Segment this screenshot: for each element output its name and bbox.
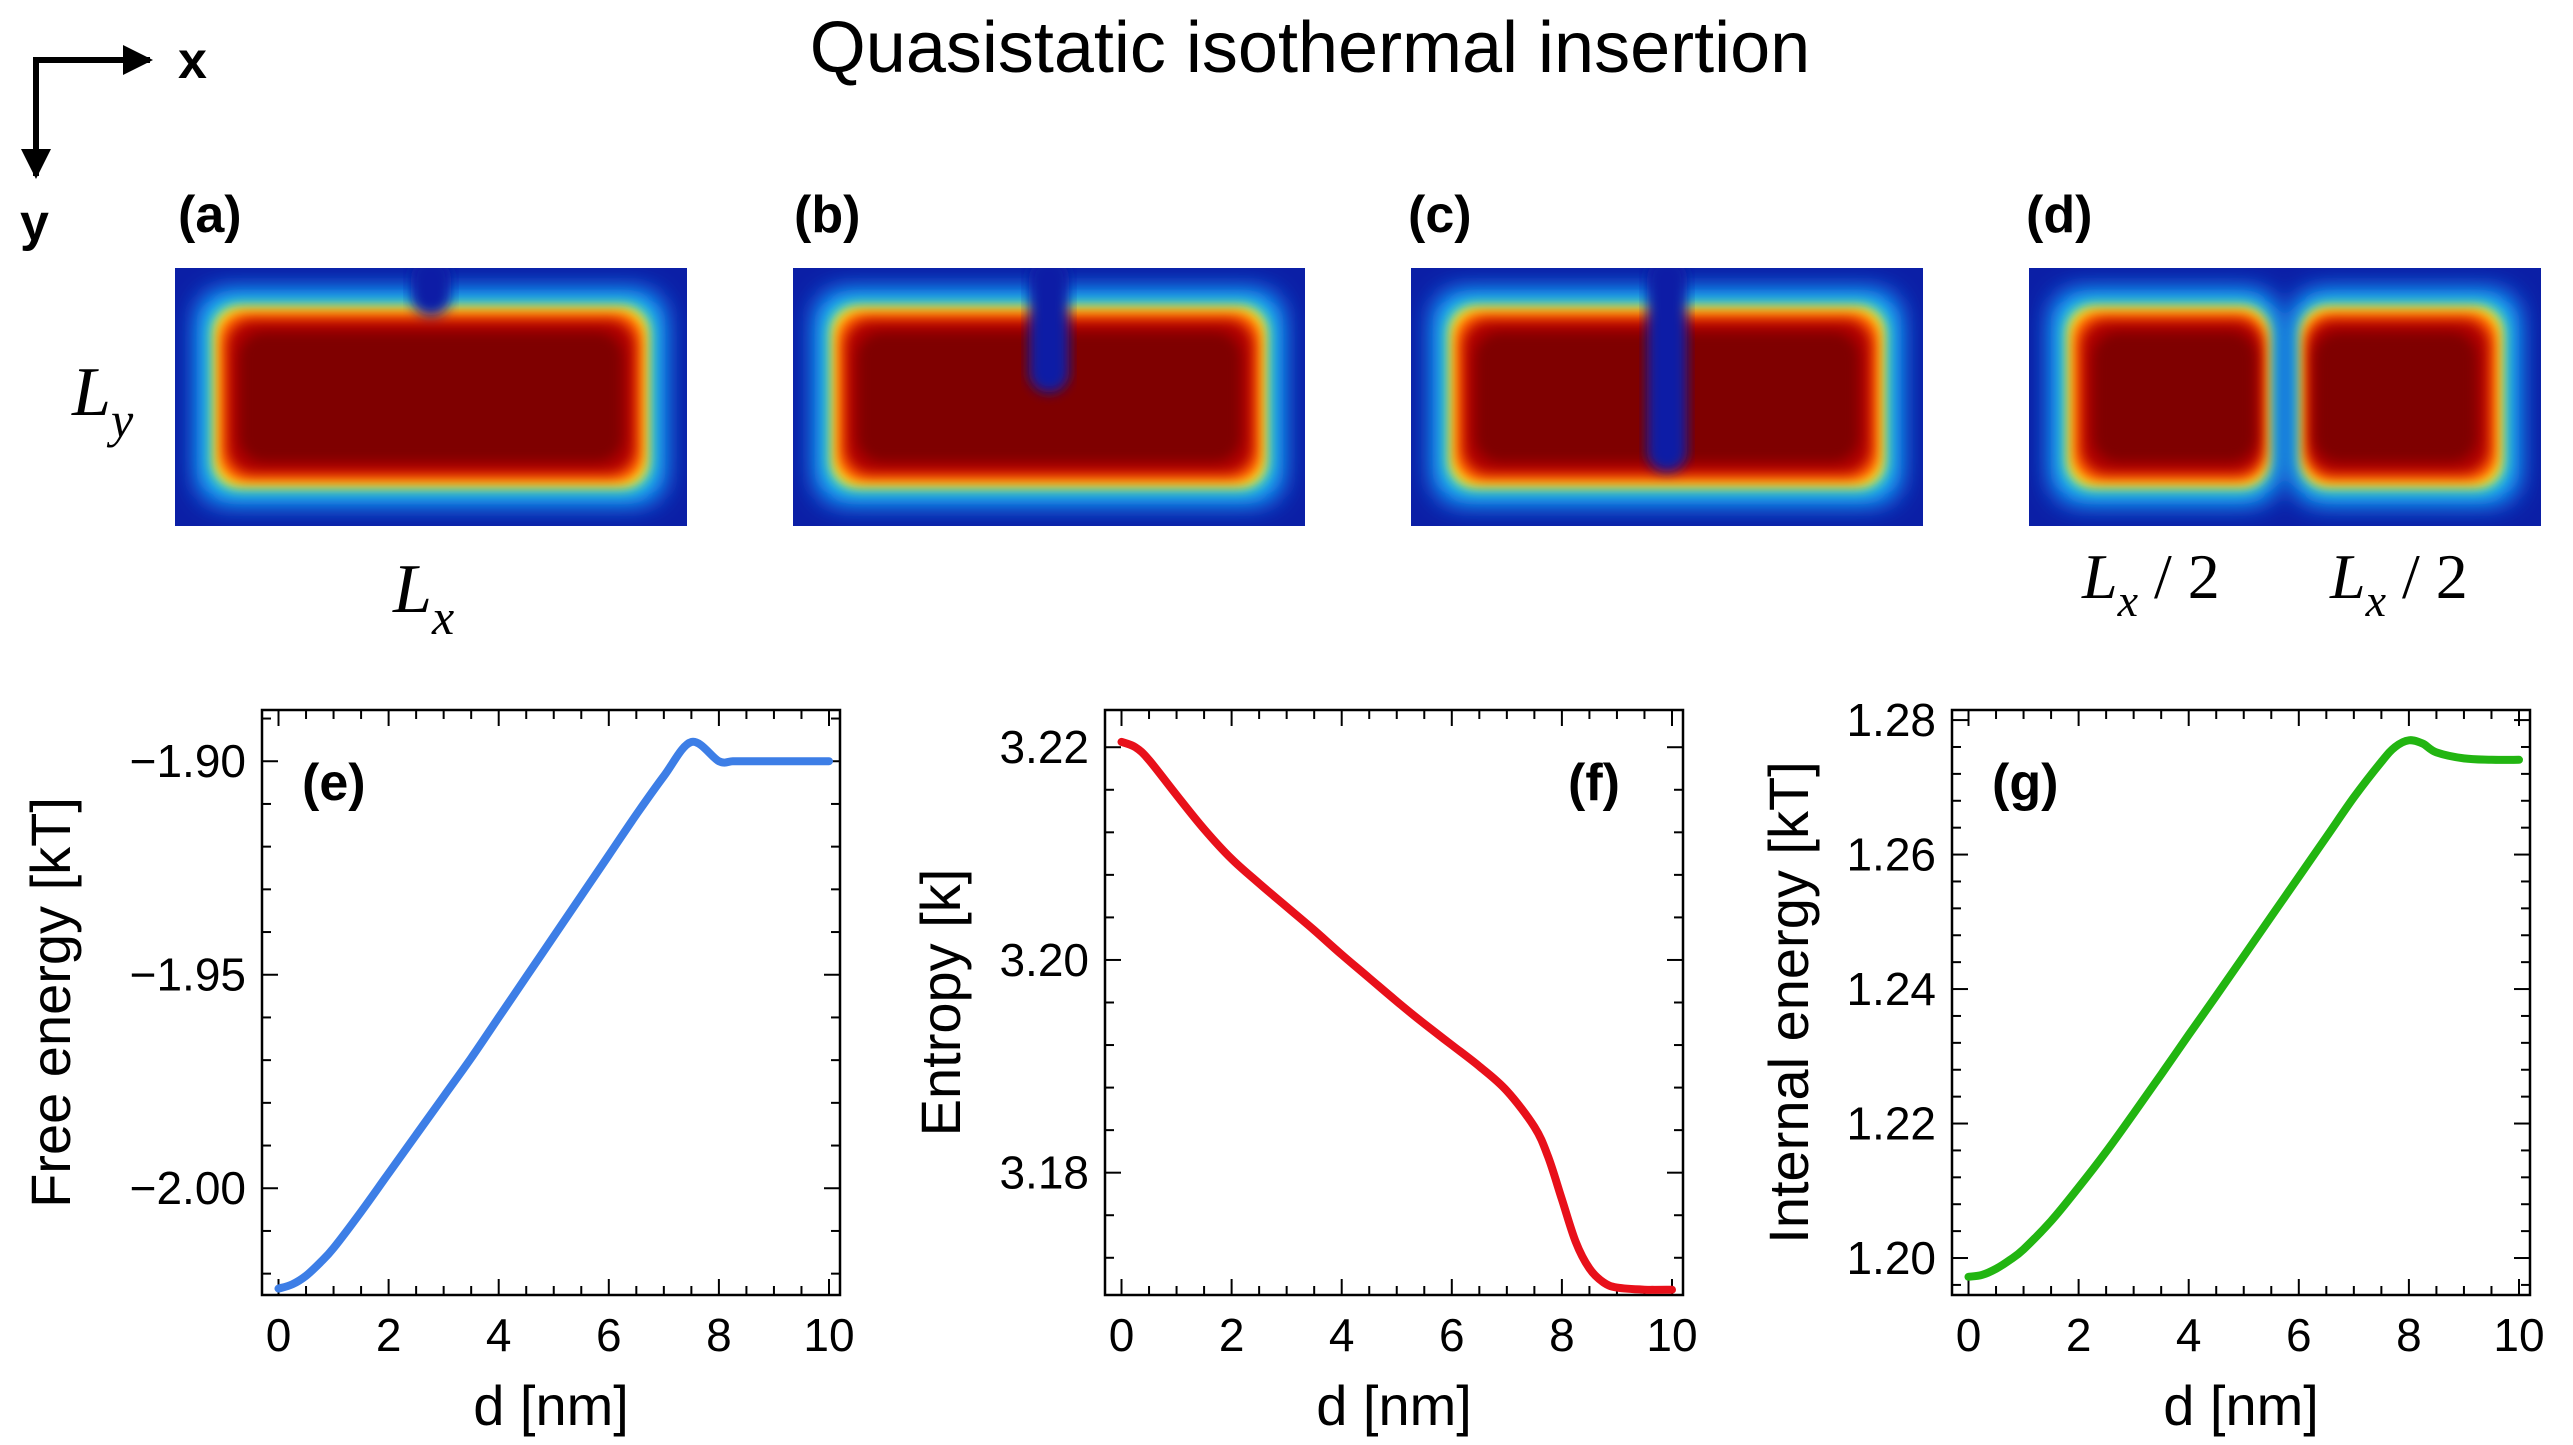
- density-panel-a: (a): [175, 186, 687, 526]
- density-map-a: [175, 268, 687, 526]
- y-tick-label: 1.28: [1846, 694, 1936, 746]
- density-map-c: [1411, 268, 1923, 526]
- y-tick-label: 1.26: [1846, 829, 1936, 881]
- x-tick-label: 6: [596, 1309, 622, 1361]
- y-tick-label: 1.24: [1846, 963, 1936, 1015]
- y-tick-label: 3.20: [999, 934, 1089, 986]
- density-panels: (a) (b) (c) (d): [175, 186, 2541, 526]
- x-axis-label: d [nm]: [1316, 1374, 1472, 1437]
- x-tick-label: 0: [1109, 1309, 1135, 1361]
- x-tick-label: 8: [2396, 1309, 2422, 1361]
- y-axis-label: Free energy [kT]: [19, 797, 82, 1208]
- entropy-chart: 0 2 4 6 8 10 3.18 3.20 3.22 d [nm] Entropy [k] (f): [909, 708, 1698, 1437]
- x-tick-label: 2: [376, 1309, 402, 1361]
- y-axis-letter: y: [20, 194, 49, 252]
- panel-label-c: (c): [1408, 186, 1472, 244]
- chart-panel-label: (g): [1992, 754, 2058, 812]
- dimension-labels: Ly Lx Lx / 2 Lx / 2: [71, 354, 2468, 645]
- lx-label: Lx: [392, 551, 454, 645]
- x-tick-label: 0: [1956, 1309, 1982, 1361]
- density-panel-b: (b): [793, 186, 1305, 526]
- y-tick-label: 3.18: [999, 1147, 1089, 1199]
- y-tick-label: 1.22: [1846, 1098, 1936, 1150]
- x-tick-label: 10: [1646, 1309, 1697, 1361]
- x-tick-label: 6: [1439, 1309, 1465, 1361]
- density-map-b: [793, 268, 1305, 526]
- x-axis-label: d [nm]: [2163, 1374, 2319, 1437]
- series-line: [1117, 737, 1676, 1294]
- chart-panel-label: (e): [302, 754, 366, 812]
- x-axis-letter: x: [178, 32, 207, 90]
- density-map-d: [2029, 268, 2541, 526]
- x-tick-label: 2: [2066, 1309, 2092, 1361]
- free-energy-chart: 0 2 4 6 8 10 −2.00 −1.95 −1.90 d [nm] Free energy …: [19, 708, 855, 1437]
- half-lx-label-right: Lx / 2: [2329, 541, 2468, 626]
- x-tick-label: 6: [2286, 1309, 2312, 1361]
- y-axis-label: Entropy [k]: [909, 869, 972, 1137]
- plot-frame: [260, 708, 842, 1297]
- y-tick-label: 1.20: [1846, 1232, 1936, 1284]
- y-tick-label: −1.95: [130, 949, 246, 1001]
- density-panel-d: (d): [2026, 186, 2541, 526]
- panel-label-d: (d): [2026, 186, 2092, 244]
- internal-energy-chart: 0 2 4 6 8 10 1.20 1.22 1.24 1.26 1.28 d [nm] Interna…: [1757, 694, 2545, 1437]
- x-tick-label: 4: [1329, 1309, 1355, 1361]
- ly-label: Ly: [71, 354, 134, 448]
- x-tick-label: 2: [1219, 1309, 1245, 1361]
- density-panel-c: (c): [1408, 186, 1923, 526]
- panel-label-a: (a): [178, 186, 242, 244]
- plot-frame: [1950, 708, 2532, 1297]
- half-lx-label-left: Lx / 2: [2081, 541, 2220, 626]
- x-tick-label: 8: [706, 1309, 732, 1361]
- axes-indicator: x y: [20, 32, 207, 252]
- y-tick-label: −1.90: [130, 735, 246, 787]
- x-axis-label: d [nm]: [473, 1374, 629, 1437]
- y-axis-label: Internal energy [kT]: [1757, 761, 1820, 1243]
- series-line: [1964, 736, 2523, 1281]
- x-tick-label: 10: [2493, 1309, 2544, 1361]
- x-tick-label: 8: [1549, 1309, 1575, 1361]
- x-tick-label: 4: [486, 1309, 512, 1361]
- figure-title: Quasistatic isothermal insertion: [810, 8, 1810, 88]
- y-tick-label: 3.22: [999, 721, 1089, 773]
- x-tick-label: 4: [2176, 1309, 2202, 1361]
- chart-panel-label: (f): [1568, 754, 1620, 812]
- y-tick-label: −2.00: [130, 1162, 246, 1214]
- x-tick-label: 0: [266, 1309, 292, 1361]
- panel-label-b: (b): [794, 186, 860, 244]
- x-tick-label: 10: [803, 1309, 854, 1361]
- series-line: [274, 737, 833, 1293]
